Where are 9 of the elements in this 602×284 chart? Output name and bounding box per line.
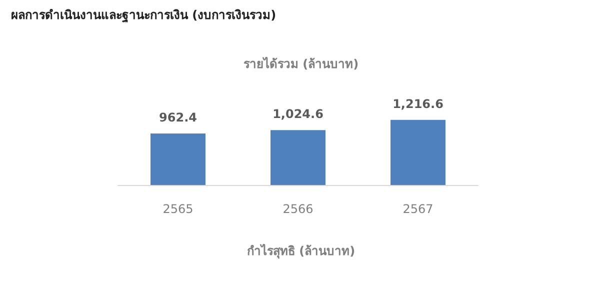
chart-subtitle: รายได้รวม (ล้านบาท) — [243, 56, 359, 71]
x-tick-label: 2567 — [402, 202, 434, 216]
data-label: 1,216.6 — [392, 96, 444, 111]
chart-title: ผลการดำเนินงานและฐานะการเงิน (งบการเงินรวม) — [11, 8, 276, 23]
text: กำไรสุทธิ (ล้านบาท) — [246, 243, 356, 259]
x-tick-label: 2566 — [282, 202, 314, 216]
data-label: 1,024.6 — [272, 107, 324, 122]
data-label: 962.4 — [159, 110, 197, 124]
x-tick-label: 2565 — [162, 202, 194, 216]
